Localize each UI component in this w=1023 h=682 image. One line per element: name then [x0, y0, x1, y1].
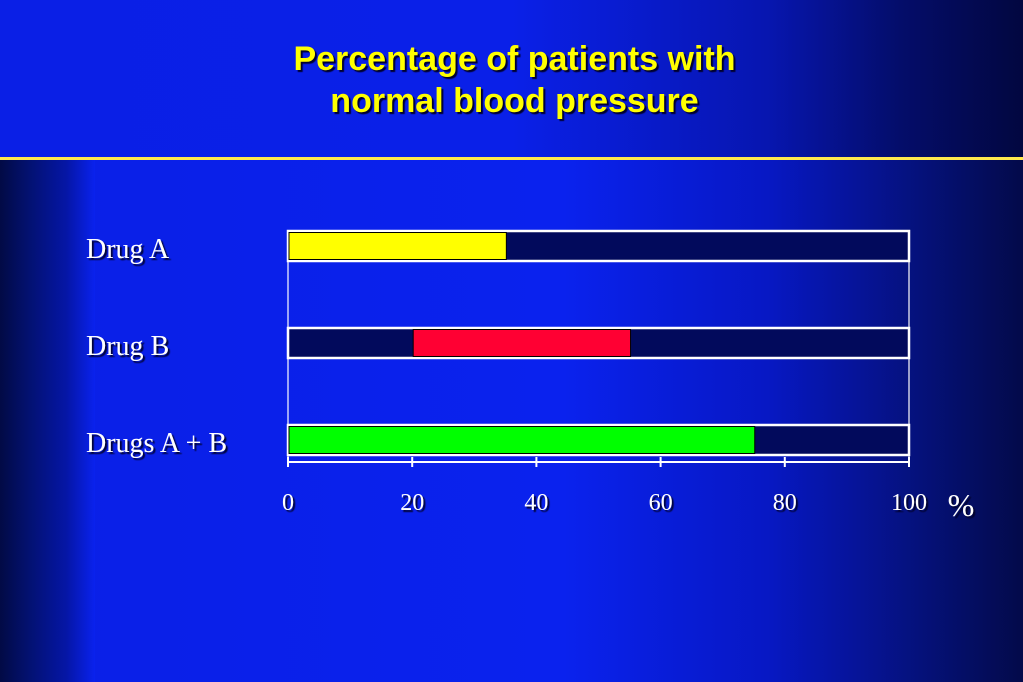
- category-labels: Drug A Drug B Drugs A + B: [86, 234, 227, 459]
- bar-drug-b: [412, 329, 632, 357]
- x-tick-label: 60: [649, 490, 673, 516]
- header-band: [0, 0, 1023, 158]
- x-unit-label: %: [948, 487, 975, 523]
- bars-group: [286, 229, 911, 457]
- x-tick-label: 100: [891, 490, 927, 516]
- category-label-drug-b: Drug B: [86, 331, 169, 362]
- category-label-drugs-ab: Drugs A + B: [86, 428, 227, 459]
- x-axis: 0 20 40 60 80 100%: [282, 457, 974, 523]
- category-label-drug-a: Drug A: [86, 234, 170, 265]
- bar-drug-a: [288, 232, 507, 260]
- title-line-1: Percentage of patients with: [293, 40, 736, 78]
- x-tick-label: 0: [282, 490, 294, 516]
- header-rule: [0, 157, 1023, 160]
- bar-drugs-ab: [288, 426, 756, 454]
- x-tick-label: 80: [773, 490, 797, 516]
- left-strip: [0, 160, 95, 682]
- title-line-2: normal blood pressure: [330, 82, 699, 120]
- x-tick-label: 20: [400, 490, 424, 516]
- slide-title: Percentage of patients with normal blood…: [0, 38, 1023, 122]
- x-tick-label: 40: [524, 490, 548, 516]
